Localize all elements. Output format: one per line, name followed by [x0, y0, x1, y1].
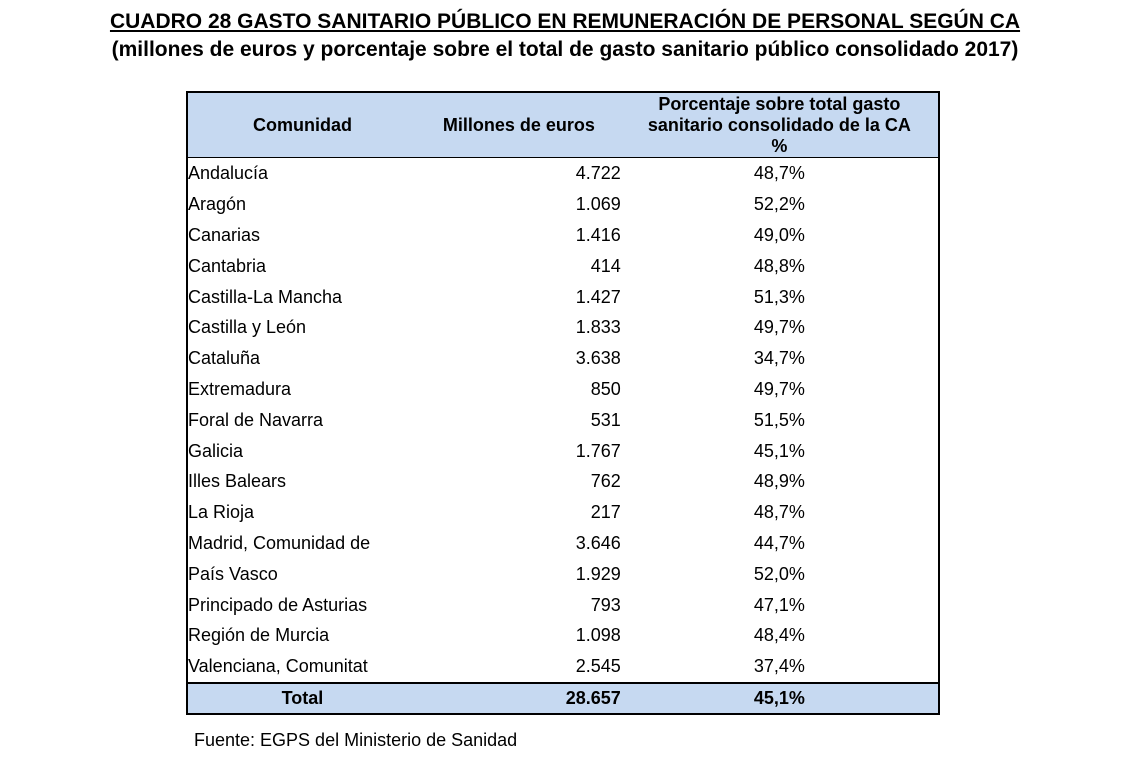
cell-porcentaje: 48,4%: [753, 625, 805, 646]
cell-comunidad: Región de Murcia: [188, 625, 330, 646]
cell-porcentaje: 49,7%: [753, 317, 805, 338]
cell-porcentaje: 47,1%: [753, 594, 805, 615]
cell-millones: 414: [590, 255, 621, 276]
table-row: Illes Balears 762 48,9%: [187, 466, 939, 497]
table-subtitle: (millones de euros y porcentaje sobre el…: [111, 38, 1019, 61]
table-row: La Rioja 217 48,7%: [187, 497, 939, 528]
cell-millones: 850: [590, 378, 621, 399]
table-row: Cataluña 3.638 34,7%: [187, 343, 939, 374]
cell-comunidad: Extremadura: [188, 378, 292, 399]
table-row: Principado de Asturias 793 47,1%: [187, 589, 939, 620]
cell-millones: 2.545: [575, 656, 621, 677]
cell-millones: 217: [590, 502, 621, 523]
cell-millones: 531: [590, 409, 621, 430]
table-total-row: Total 28.657 45,1%: [187, 681, 939, 714]
table-row: País Vasco 1.929 52,0%: [187, 558, 939, 589]
table-row: Foral de Navarra 531 51,5%: [187, 404, 939, 435]
cell-millones: 1.069: [575, 194, 621, 215]
table-row: Cantabria 414 48,8%: [187, 250, 939, 281]
cell-millones: 793: [590, 594, 621, 615]
total-millones: 28.657: [416, 681, 621, 714]
header-porcentaje-line2: sanitario consolidado de la CA: [647, 114, 911, 135]
table-row: Valenciana, Comunitat 2.545 37,4%: [187, 651, 939, 683]
cell-porcentaje: 37,4%: [753, 656, 805, 677]
cell-comunidad: Galicia: [188, 440, 244, 461]
cell-millones: 3.638: [575, 348, 621, 369]
cell-porcentaje: 48,9%: [753, 471, 805, 492]
table-row: Región de Murcia 1.098 48,4%: [187, 620, 939, 651]
cell-millones: 1.427: [575, 286, 621, 307]
cell-comunidad: Canarias: [188, 224, 261, 245]
cell-comunidad: Castilla y León: [188, 317, 307, 338]
cell-porcentaje: 52,2%: [753, 194, 805, 215]
cell-comunidad: Madrid, Comunidad de: [188, 532, 371, 553]
cell-porcentaje: 48,8%: [753, 255, 805, 276]
cell-millones: 4.722: [575, 163, 621, 184]
cell-millones: 1.929: [575, 563, 621, 584]
cell-comunidad: País Vasco: [188, 563, 278, 584]
cell-comunidad: Castilla-La Mancha: [188, 286, 343, 307]
table-header-row: Comunidad Millones de euros Porcentaje s…: [187, 92, 939, 158]
cell-millones: 1.098: [575, 625, 621, 646]
source-note: Fuente: EGPS del Ministerio de Sanidad: [194, 730, 518, 750]
cell-comunidad: Valenciana, Comunitat: [188, 656, 368, 677]
table-row: Canarias 1.416 49,0%: [187, 220, 939, 251]
header-porcentaje: Porcentaje sobre total gasto sanitario c…: [620, 92, 939, 158]
table-row: Andalucía 4.722 48,7%: [187, 158, 939, 189]
cell-millones: 1.767: [575, 440, 621, 461]
table-row: Castilla y León 1.833 49,7%: [187, 312, 939, 343]
cell-comunidad: Illes Balears: [188, 471, 287, 492]
cell-comunidad: Principado de Asturias: [188, 594, 368, 615]
cell-porcentaje: 34,7%: [753, 348, 805, 369]
data-table: Comunidad Millones de euros Porcentaje s…: [186, 91, 940, 715]
header-porcentaje-line3: %: [771, 135, 788, 156]
cell-porcentaje: 51,3%: [753, 286, 805, 307]
cell-porcentaje: 48,7%: [753, 163, 805, 184]
total-label: Total: [187, 681, 417, 714]
cell-porcentaje: 49,0%: [753, 224, 805, 245]
cell-comunidad: La Rioja: [188, 502, 255, 523]
cell-porcentaje: 45,1%: [753, 440, 805, 461]
table-row: Extremadura 850 49,7%: [187, 374, 939, 405]
cell-porcentaje: 49,7%: [753, 378, 805, 399]
table-row: Castilla-La Mancha 1.427 51,3%: [187, 281, 939, 312]
table-row: Galicia 1.767 45,1%: [187, 435, 939, 466]
cell-comunidad: Foral de Navarra: [188, 409, 324, 430]
cell-porcentaje: 44,7%: [753, 532, 805, 553]
header-porcentaje-line1: Porcentaje sobre total gasto: [658, 93, 901, 114]
table-row: Madrid, Comunidad de 3.646 44,7%: [187, 528, 939, 559]
cell-comunidad: Andalucía: [188, 163, 269, 184]
cell-comunidad: Cantabria: [188, 255, 267, 276]
cell-porcentaje: 52,0%: [753, 563, 805, 584]
table-body: Andalucía 4.722 48,7% Aragón 1.069 52,2% Canar…: [187, 158, 939, 683]
cell-millones: 3.646: [575, 532, 621, 553]
table-title: CUADRO 28 GASTO SANITARIO PÚBLICO EN REM…: [109, 10, 1021, 33]
cell-millones: 1.833: [575, 317, 621, 338]
cell-millones: 762: [590, 471, 621, 492]
cell-comunidad: Cataluña: [188, 348, 261, 369]
header-comunidad: Comunidad: [187, 92, 417, 158]
header-millones: Millones de euros: [416, 92, 621, 158]
total-porcentaje: 45,1%: [620, 681, 939, 714]
cell-millones: 1.416: [575, 224, 621, 245]
cell-comunidad: Aragón: [188, 194, 247, 215]
cell-porcentaje: 51,5%: [753, 409, 805, 430]
table-row: Aragón 1.069 52,2%: [187, 189, 939, 220]
cell-porcentaje: 48,7%: [753, 502, 805, 523]
